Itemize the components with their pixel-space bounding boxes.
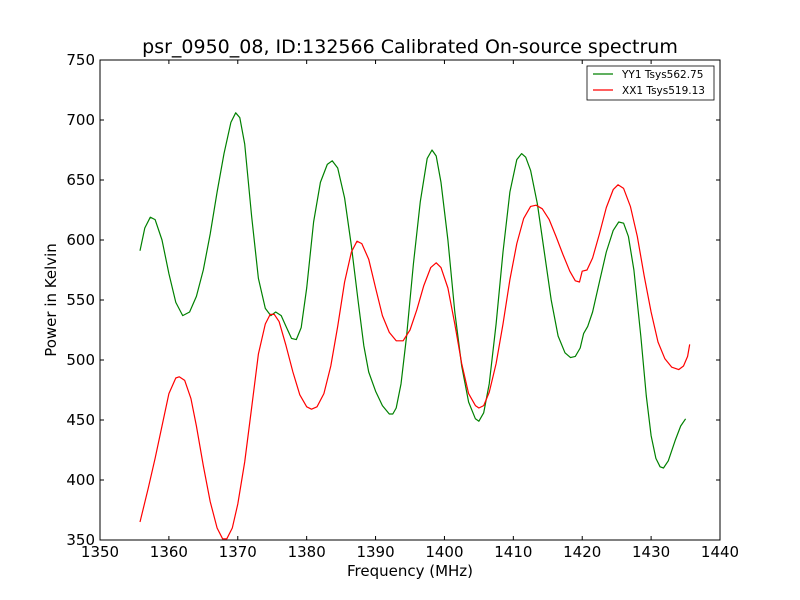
x-tick-label: 1370 <box>219 543 257 561</box>
y-tick-label: 550 <box>66 291 95 309</box>
chart-title: psr_0950_08, ID:132566 Calibrated On-sou… <box>142 36 678 58</box>
series-layer <box>139 112 691 540</box>
x-tick-label: 1420 <box>563 543 601 561</box>
x-tick-label: 1400 <box>425 543 463 561</box>
legend: YY1 Tsys562.75 XX1 Tsys519.13 <box>586 65 715 101</box>
y-axis-ticks: 350 400 450 500 550 600 650 700 750 <box>66 51 720 549</box>
legend-label-xx1: XX1 Tsys519.13 <box>622 85 705 97</box>
x-tick-label: 1410 <box>494 543 532 561</box>
x-tick-label: 1360 <box>150 543 188 561</box>
x-tick-label: 1390 <box>356 543 394 561</box>
legend-box <box>586 65 715 101</box>
x-tick-label: 1380 <box>288 543 326 561</box>
plot-frame <box>99 59 721 541</box>
series-line-xx1 <box>139 184 691 540</box>
x-tick-label: 1430 <box>632 543 670 561</box>
y-tick-label: 350 <box>66 531 95 549</box>
plot-area: 1350 1360 1370 1380 1390 1400 1410 1420 1430 1440… <box>66 51 739 561</box>
x-axis-ticks: 1350 1360 1370 1380 1390 1400 1410 1420 1430 1440 <box>81 60 739 561</box>
y-tick-label: 650 <box>66 171 95 189</box>
legend-label-yy1: YY1 Tsys562.75 <box>621 69 703 81</box>
y-tick-label: 450 <box>66 411 95 429</box>
x-tick-label: 1350 <box>81 543 119 561</box>
x-tick-label: 1440 <box>701 543 739 561</box>
y-tick-label: 600 <box>66 231 95 249</box>
series-line-yy1 <box>139 112 687 469</box>
y-tick-label: 700 <box>66 111 95 129</box>
y-tick-label: 500 <box>66 351 95 369</box>
y-tick-label: 750 <box>66 51 95 69</box>
y-tick-label: 400 <box>66 471 95 489</box>
y-axis-title: Power in Kelvin <box>42 243 60 357</box>
x-axis-title: Frequency (MHz) <box>347 562 473 580</box>
